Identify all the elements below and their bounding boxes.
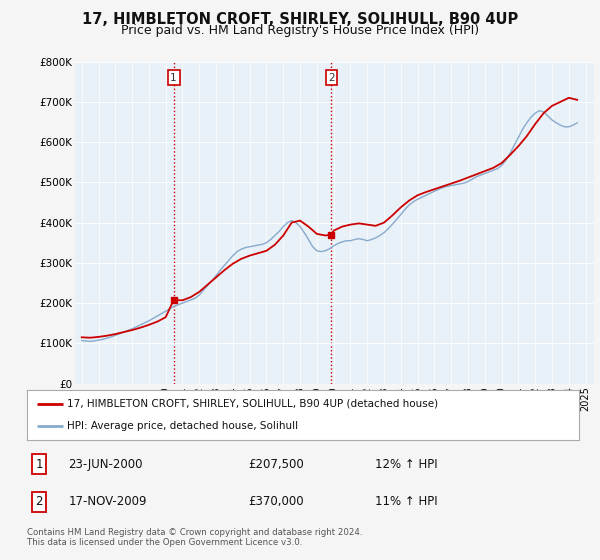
Text: 17, HIMBLETON CROFT, SHIRLEY, SOLIHULL, B90 4UP (detached house): 17, HIMBLETON CROFT, SHIRLEY, SOLIHULL, … (67, 399, 438, 409)
Text: 23-JUN-2000: 23-JUN-2000 (68, 458, 143, 471)
Text: Price paid vs. HM Land Registry's House Price Index (HPI): Price paid vs. HM Land Registry's House … (121, 24, 479, 37)
Text: 11% ↑ HPI: 11% ↑ HPI (375, 495, 437, 508)
Text: £207,500: £207,500 (248, 458, 304, 471)
Text: 17, HIMBLETON CROFT, SHIRLEY, SOLIHULL, B90 4UP: 17, HIMBLETON CROFT, SHIRLEY, SOLIHULL, … (82, 12, 518, 27)
Text: 12% ↑ HPI: 12% ↑ HPI (375, 458, 437, 471)
Text: £370,000: £370,000 (248, 495, 304, 508)
Text: Contains HM Land Registry data © Crown copyright and database right 2024.
This d: Contains HM Land Registry data © Crown c… (27, 528, 362, 547)
Text: 1: 1 (170, 73, 177, 83)
Text: 2: 2 (328, 73, 335, 83)
Text: 2: 2 (35, 495, 43, 508)
Text: HPI: Average price, detached house, Solihull: HPI: Average price, detached house, Soli… (67, 421, 298, 431)
Text: 17-NOV-2009: 17-NOV-2009 (68, 495, 147, 508)
Text: 1: 1 (35, 458, 43, 471)
